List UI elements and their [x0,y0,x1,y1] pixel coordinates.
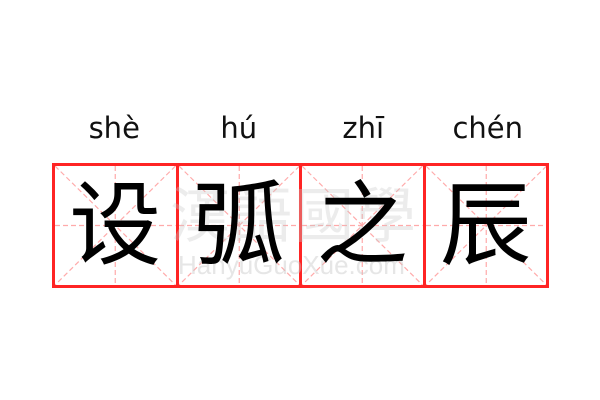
character-cell: 弧 [179,166,302,285]
character: 辰 [439,171,532,279]
guide-line [55,166,176,285]
guide-lines [55,166,176,285]
guide-lines [179,166,300,285]
pinyin: zhī [342,111,385,145]
character: 弧 [192,171,285,279]
character-cell: 辰 [426,166,547,285]
guide-line [179,166,300,285]
watermark-logo: 漢語國學 [170,182,418,252]
character: 之 [316,171,409,279]
guide-line [426,166,547,285]
character-grid: 设 弧 之 辰 [52,163,549,288]
pinyin: shè [88,111,140,145]
guide-lines [426,166,547,285]
guide-lines [302,166,423,285]
pinyin: hú [220,111,258,145]
character: 设 [69,171,162,279]
character-cell: 之 [302,166,426,285]
character-cell: 设 [55,166,179,285]
guide-line [302,166,423,285]
watermark-site: HanyuGuoXue.com [178,250,405,280]
pinyin: chén [452,111,524,145]
pinyin-row: shè hú zhī chén [52,108,550,148]
